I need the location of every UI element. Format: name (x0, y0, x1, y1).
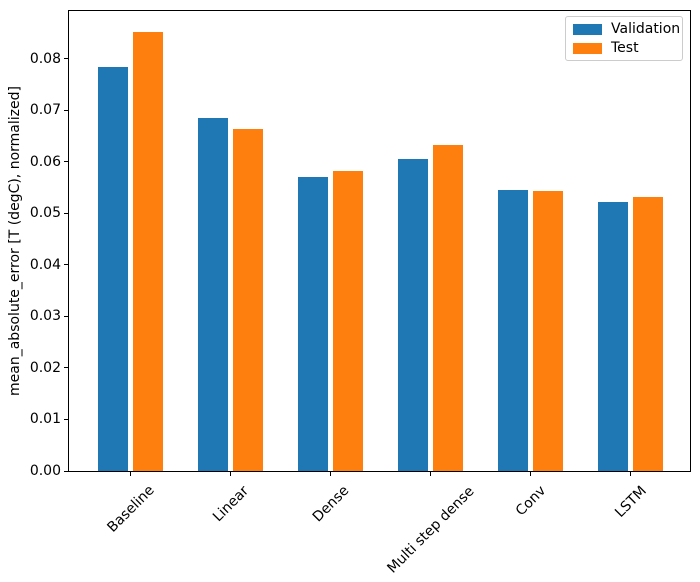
y-tick-mark (64, 315, 68, 317)
legend-label-validation: Validation (611, 21, 681, 37)
y-tick-label: 0.03 (29, 308, 61, 325)
y-tick-label: 0.06 (29, 153, 61, 170)
bar-test-dense (333, 170, 363, 471)
bar-validation-lstm (598, 202, 628, 471)
y-tick-mark (64, 212, 68, 214)
y-tick-mark (64, 470, 68, 472)
legend-item-validation: Validation (573, 21, 680, 37)
x-tick-label-dense: Dense (309, 482, 352, 526)
y-tick-label: 0.05 (29, 205, 61, 222)
y-tick-label: 0.01 (29, 411, 61, 428)
x-tick-mark (330, 472, 331, 476)
validation-color-swatch (573, 23, 602, 35)
y-tick-label: 0.04 (29, 256, 61, 273)
y-tick-label: 0.00 (29, 463, 61, 479)
legend: Validation Test (565, 16, 683, 61)
y-tick-mark (64, 264, 68, 266)
y-tick-label: 0.07 (29, 102, 61, 119)
plot-area (68, 10, 691, 472)
x-tick-mark (130, 472, 131, 476)
y-tick-label: 0.08 (29, 50, 61, 67)
x-tick-label-baseline: Baseline (103, 482, 158, 537)
x-tick-label-linear: Linear (209, 483, 252, 526)
bar-validation-baseline (98, 66, 128, 471)
legend-item-test: Test (573, 40, 675, 56)
y-tick-label: 0.02 (29, 359, 61, 376)
bar-test-baseline (133, 32, 163, 471)
test-color-swatch (573, 42, 602, 54)
y-axis-label: mean_absolute_error [T (degC), normalize… (7, 86, 23, 396)
x-tick-label-lstm: LSTM (611, 482, 650, 521)
bar-test-conv (533, 191, 563, 471)
bar-validation-multi-step-dense (398, 159, 428, 471)
x-tick-mark (230, 472, 231, 476)
x-tick-mark (630, 472, 631, 476)
y-tick-mark (64, 109, 68, 111)
x-tick-label-multi-step-dense: Multi step dense (383, 482, 478, 577)
bar-validation-conv (498, 190, 528, 471)
x-tick-label-conv: Conv (512, 483, 549, 520)
bar-validation-linear (198, 117, 228, 471)
bar-test-lstm (633, 196, 663, 471)
bar-validation-dense (298, 176, 328, 471)
y-tick-mark (64, 418, 68, 420)
x-tick-mark (530, 472, 531, 476)
bar-test-linear (233, 129, 263, 471)
y-tick-mark (64, 58, 68, 60)
y-tick-mark (64, 161, 68, 163)
legend-label-test: Test (611, 40, 639, 56)
x-tick-mark (430, 472, 431, 476)
bar-test-multi-step-dense (433, 144, 463, 471)
y-tick-mark (64, 367, 68, 369)
